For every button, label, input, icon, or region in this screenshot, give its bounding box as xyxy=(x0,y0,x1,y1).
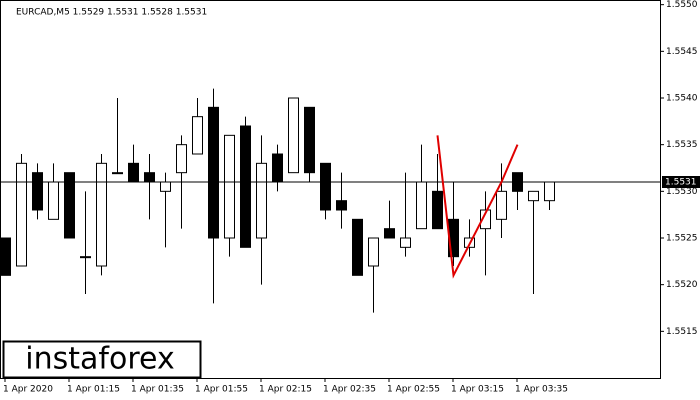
candle-body xyxy=(32,172,43,211)
candle-body xyxy=(80,256,91,259)
y-tick-label: 1.5515 xyxy=(666,327,698,337)
x-tick-label: 1 Apr 02:55 xyxy=(387,385,440,395)
price-label-box xyxy=(662,176,700,188)
candle-body xyxy=(352,218,363,276)
candle-body xyxy=(480,209,491,230)
candle-body xyxy=(320,162,331,211)
chart-title: EURCAD,M5 1.5529 1.5531 1.5528 1.5531 xyxy=(16,8,207,18)
candle-body xyxy=(224,134,235,239)
candle-body xyxy=(240,125,251,248)
x-tick-label: 1 Apr 03:15 xyxy=(451,385,504,395)
candle-body xyxy=(48,181,59,220)
candle-body xyxy=(496,190,507,220)
candle-body xyxy=(544,181,555,202)
candle-body xyxy=(16,162,27,267)
candle-body xyxy=(192,116,203,155)
candle-body xyxy=(384,228,395,239)
y-tick-label: 1.5540 xyxy=(666,94,698,104)
x-tick-label: 1 Apr 03:35 xyxy=(515,385,568,395)
candle-body xyxy=(304,106,315,174)
x-tick-label: 1 Apr 02:35 xyxy=(323,385,376,395)
x-tick-label: 1 Apr 01:15 xyxy=(67,385,120,395)
y-tick-label: 1.5545 xyxy=(666,47,698,57)
watermark-box xyxy=(2,340,202,379)
candle-body xyxy=(96,162,107,267)
y-tick-label: 1.5530 xyxy=(666,187,698,197)
candle-body xyxy=(400,237,411,248)
y-tick-label: 1.5535 xyxy=(666,140,698,150)
x-tick-label: 1 Apr 01:55 xyxy=(195,385,248,395)
candle-body xyxy=(432,190,443,230)
candle-body xyxy=(176,144,187,174)
candle-body xyxy=(288,97,299,174)
x-tick-label: 1 Apr 2020 xyxy=(3,385,53,395)
price-label: 1.5531 xyxy=(665,178,697,188)
candle-body xyxy=(160,181,171,192)
candle-body xyxy=(416,181,427,230)
y-tick-label: 1.5550 xyxy=(666,0,698,10)
y-tick-label: 1.5525 xyxy=(666,234,698,244)
candle-body xyxy=(528,190,539,202)
candle-body xyxy=(144,172,155,183)
watermark: instaforex xyxy=(25,342,174,377)
candle-body xyxy=(368,237,379,267)
candle-body xyxy=(128,162,139,183)
y-tick-label: 1.5520 xyxy=(666,280,698,290)
candle-body xyxy=(64,172,75,239)
candle-body xyxy=(208,106,219,239)
candle-body xyxy=(256,162,267,239)
x-tick-label: 1 Apr 02:15 xyxy=(259,385,312,395)
plot-frame xyxy=(0,0,661,379)
x-tick-label: 1 Apr 01:35 xyxy=(131,385,184,395)
candle-body xyxy=(272,153,283,183)
candle-body xyxy=(336,200,347,211)
candle-body xyxy=(112,172,123,175)
pattern-line xyxy=(436,135,519,279)
candle-body xyxy=(0,237,11,276)
